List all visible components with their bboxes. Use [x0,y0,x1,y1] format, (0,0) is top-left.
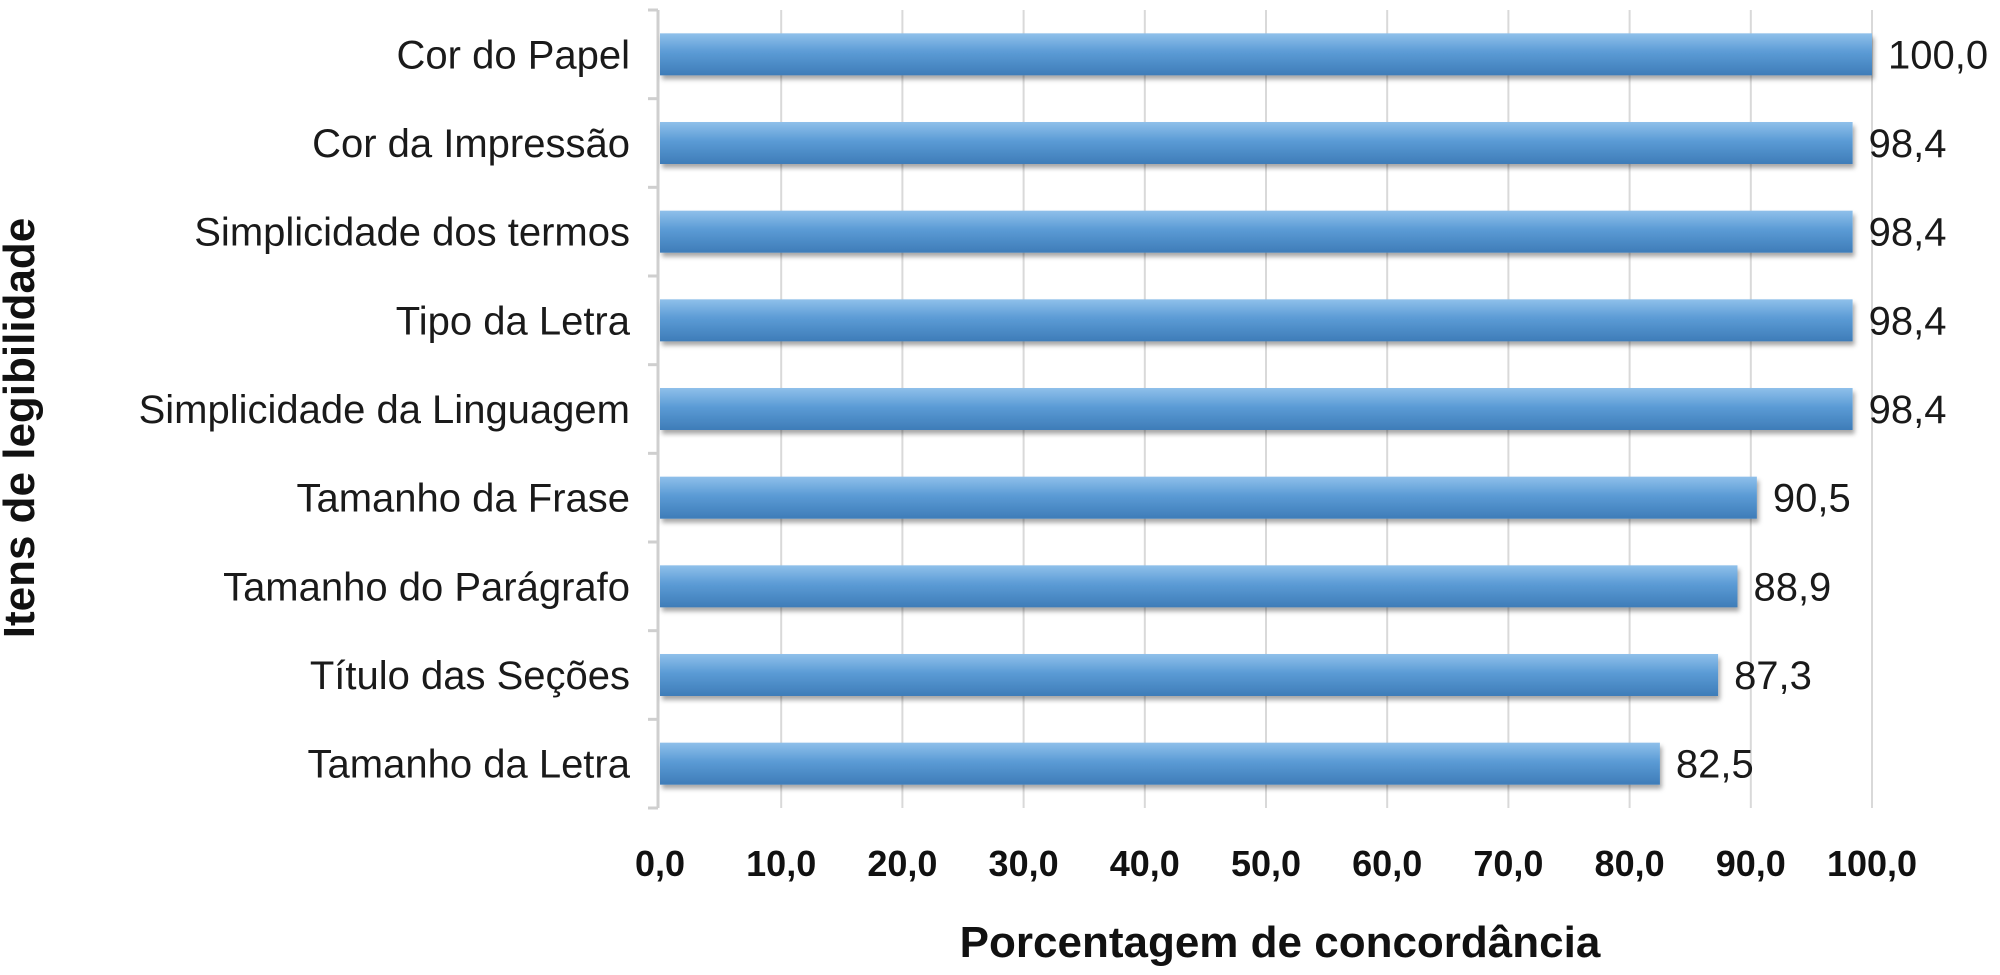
x-tick-label: 60,0 [1352,843,1422,884]
y-tick-label: Tipo da Letra [396,299,631,343]
y-tick-label: Título das Seções [310,654,630,698]
bar [660,210,1853,253]
data-label: 98,4 [1869,388,1947,432]
x-tick-label: 30,0 [989,843,1059,884]
bar [660,299,1853,342]
data-label: 90,5 [1773,477,1851,521]
data-label: 82,5 [1676,743,1754,787]
data-label: 98,4 [1869,122,1947,166]
data-label: 98,4 [1869,299,1947,343]
bar [660,122,1853,164]
data-label: 88,9 [1753,565,1831,609]
x-tick-label: 80,0 [1595,843,1665,884]
axes [648,8,660,810]
x-tick-label: 40,0 [1110,843,1180,884]
x-tick-label: 10,0 [746,843,816,884]
x-tick-label: 100,0 [1827,843,1917,884]
x-tick-label: 20,0 [867,843,937,884]
y-tick-label: Tamanho do Parágrafo [223,565,630,609]
bar [660,654,1719,696]
y-tick-label: Simplicidade dos termos [194,211,630,255]
labels: 0,0 10,0 20,0 30,0 40,0 50,0 60,0 70,0 80,0 90,0 1… [139,33,1989,884]
y-tick-label: Cor da Impressão [312,122,630,166]
data-label: 87,3 [1734,654,1812,698]
y-axis-title: Itens de legibilidade [0,218,44,639]
y-tick-label: Simplicidade da Linguagem [139,388,630,432]
x-tick-label: 70,0 [1473,843,1543,884]
bar [660,742,1660,785]
bar [660,565,1738,608]
bar [660,388,1853,430]
bar [660,476,1757,519]
bar [660,33,1872,76]
x-tick-label: 90,0 [1716,843,1786,884]
y-tick-label: Cor do Papel [397,33,630,77]
x-tick-label: 0,0 [635,843,685,884]
data-label: 98,4 [1869,211,1947,255]
x-tick-label: 50,0 [1231,843,1301,884]
bars [660,33,1872,785]
x-axis-title: Porcentagem de concordância [960,918,1601,967]
y-tick-label: Tamanho da Letra [308,743,631,787]
data-label: 100,0 [1888,33,1988,77]
y-tick-label: Tamanho da Frase [296,477,630,521]
